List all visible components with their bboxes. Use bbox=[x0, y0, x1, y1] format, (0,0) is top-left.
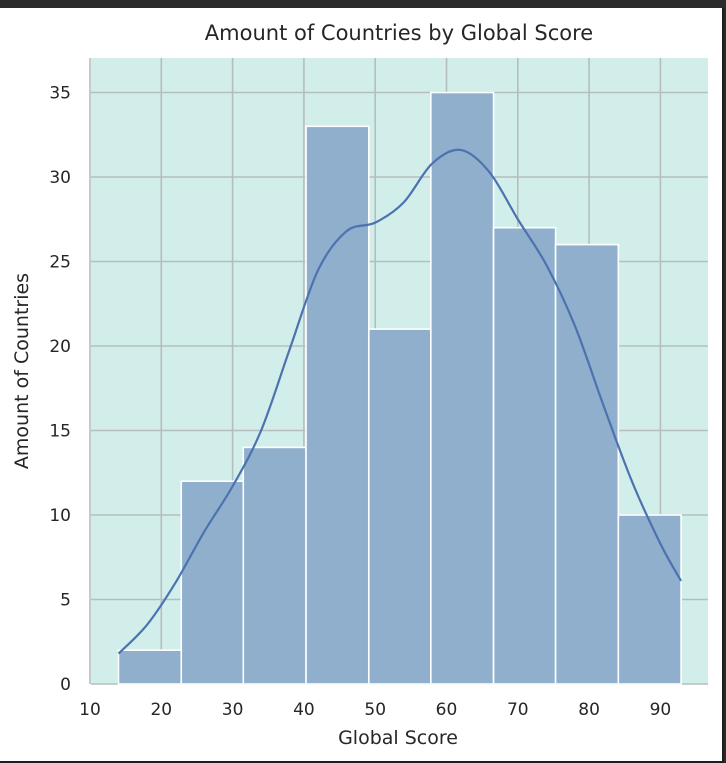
x-tick-label: 40 bbox=[293, 700, 315, 720]
histogram-bar bbox=[367, 328, 432, 685]
y-tick-label: 15 bbox=[49, 422, 71, 442]
y-tick-label: 25 bbox=[49, 253, 71, 273]
histogram-bar bbox=[430, 91, 495, 685]
x-tick-label: 30 bbox=[222, 700, 244, 720]
x-axis-label: Global Score bbox=[338, 727, 458, 749]
histogram-bar bbox=[117, 649, 183, 685]
x-tick-label: 90 bbox=[650, 700, 672, 720]
bars bbox=[117, 91, 682, 685]
histogram-chart: 10 20 30 40 50 60 70 80 90 0 5 10 15 20 25 30 35 Amount… bbox=[11, 21, 708, 749]
x-tick-label: 60 bbox=[436, 700, 458, 720]
histogram-bar bbox=[242, 446, 307, 685]
y-tick-labels: 0 5 10 15 20 25 30 35 bbox=[49, 84, 71, 696]
x-tick-label: 20 bbox=[150, 700, 172, 720]
x-tick-label: 50 bbox=[364, 700, 386, 720]
kde-curve bbox=[117, 148, 683, 655]
x-tick-labels: 10 20 30 40 50 60 70 80 90 bbox=[79, 700, 671, 720]
histogram-bar bbox=[617, 514, 682, 685]
figure-frame: 10 20 30 40 50 60 70 80 90 0 5 10 15 20 25 30 35 Amount… bbox=[0, 8, 724, 763]
y-tick-label: 35 bbox=[49, 84, 71, 104]
x-tick-label: 70 bbox=[507, 700, 529, 720]
x-tick-label: 10 bbox=[79, 700, 101, 720]
y-axis-label: Amount of Countries bbox=[11, 273, 33, 469]
histogram-bar bbox=[554, 243, 620, 685]
y-tick-label: 20 bbox=[49, 337, 71, 357]
y-tick-label: 10 bbox=[49, 506, 71, 526]
y-tick-label: 0 bbox=[60, 675, 71, 695]
histogram-bar bbox=[180, 480, 245, 685]
y-tick-label: 30 bbox=[49, 168, 71, 188]
histogram-bar bbox=[305, 125, 370, 685]
x-tick-label: 80 bbox=[578, 700, 600, 720]
y-tick-label: 5 bbox=[60, 591, 71, 611]
chart-title: Amount of Countries by Global Score bbox=[205, 21, 593, 45]
histogram-bar bbox=[492, 226, 557, 685]
